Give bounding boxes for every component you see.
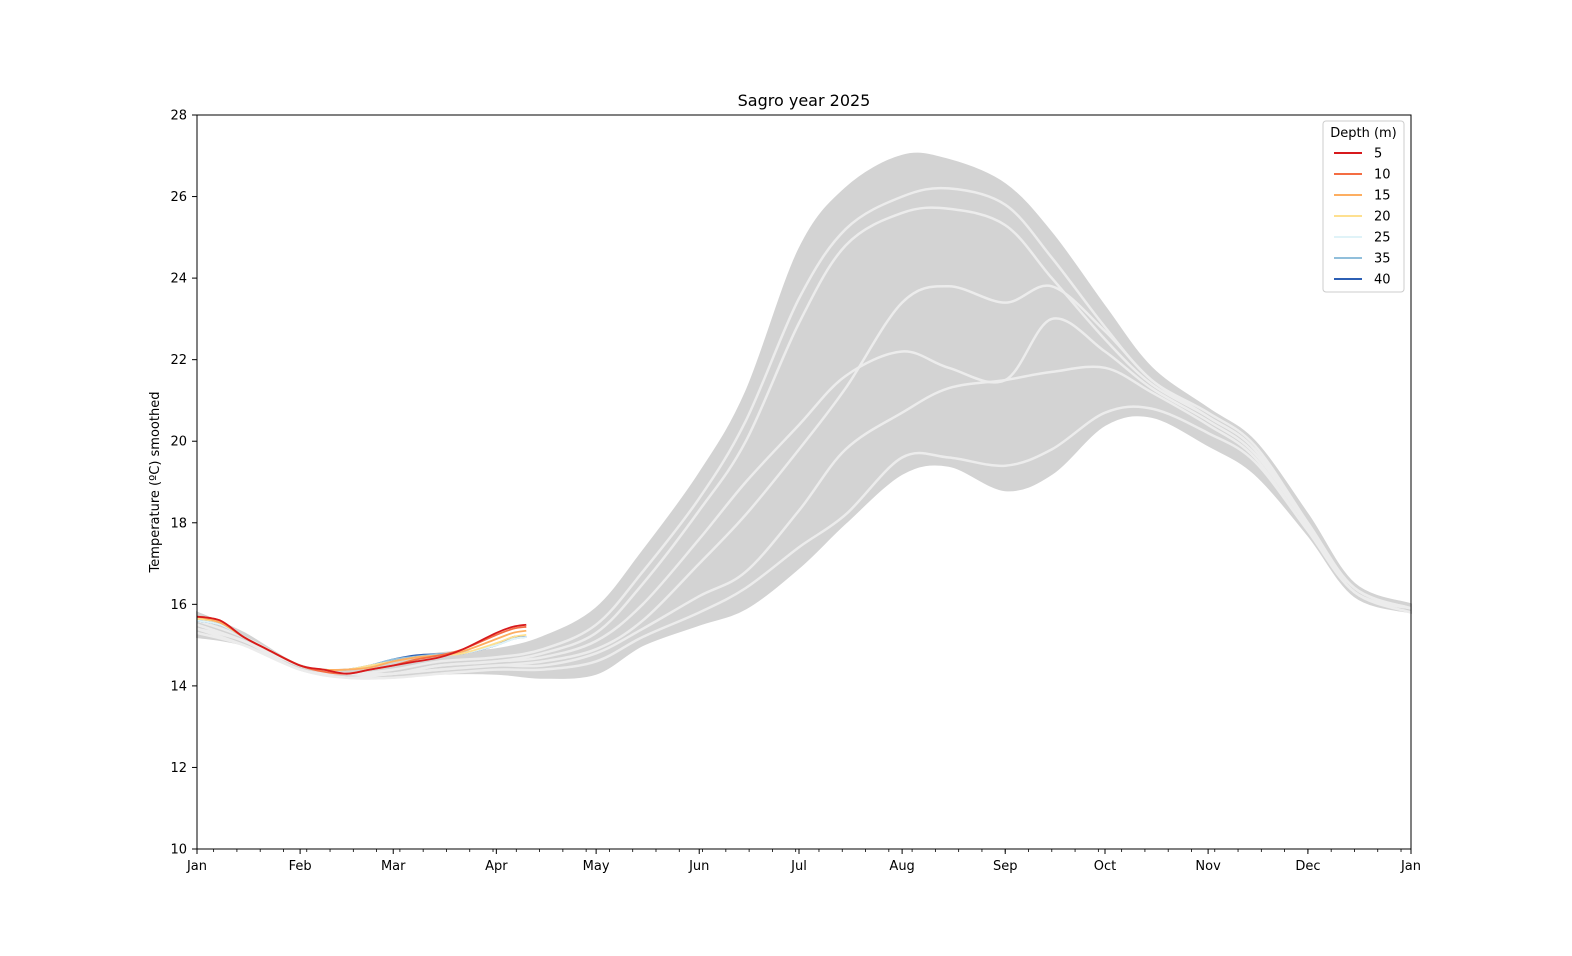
legend-title: Depth (m): [1330, 126, 1397, 141]
axes-frame: [196, 114, 1412, 850]
legend-label-depth-10: 10: [1374, 168, 1391, 183]
x-tick-label: Jan: [1400, 859, 1421, 874]
x-tick-label: Aug: [889, 859, 914, 874]
plot-area: [196, 152, 1412, 680]
x-tick-label: Oct: [1094, 859, 1116, 874]
y-tick-label: 28: [170, 109, 187, 124]
legend-label-depth-20: 20: [1374, 210, 1391, 225]
x-tick-label: Feb: [289, 859, 312, 874]
y-tick-label: 24: [170, 272, 187, 287]
x-tick-label: May: [583, 859, 610, 874]
y-tick-label: 10: [170, 843, 187, 858]
climatology-line-6: [196, 405, 1412, 680]
x-tick-label: Dec: [1295, 859, 1320, 874]
chart-title: Sagro year 2025: [738, 91, 871, 110]
x-tick-label: Jun: [688, 859, 709, 874]
x-tick-label: Jul: [790, 859, 807, 874]
legend-label-depth-15: 15: [1374, 189, 1391, 204]
y-axis-label: Temperature (ºC) smoothed: [148, 392, 163, 574]
legend-label-depth-40: 40: [1374, 273, 1391, 288]
y-tick-label: 20: [170, 435, 187, 450]
x-tick-label: Sep: [993, 859, 1018, 874]
y-tick-label: 26: [170, 190, 187, 205]
x-tick-label: Nov: [1195, 859, 1221, 874]
climatology-envelope: [196, 152, 1412, 680]
legend-label-depth-35: 35: [1374, 252, 1391, 267]
climatology-line-1: [196, 186, 1412, 676]
x-tick-label: Mar: [381, 859, 406, 874]
y-tick-label: 16: [170, 598, 187, 613]
x-tick-label: Apr: [485, 859, 508, 874]
y-tick-label: 18: [170, 516, 187, 531]
y-tick-label: 14: [170, 679, 187, 694]
legend-label-depth-25: 25: [1374, 231, 1391, 246]
y-tick-label: 12: [170, 761, 187, 776]
legend-box: [1322, 120, 1405, 293]
axes: 10 12 14 16 18 20 22 24 26 28 Jan Feb Mar Apr May Jun Ju…: [170, 109, 1421, 875]
legend: Depth (m) 5 10 15 20 25 35 40: [1322, 120, 1405, 293]
y-tick-label: 22: [170, 353, 187, 368]
x-tick-label: Jan: [186, 859, 207, 874]
legend-label-depth-5: 5: [1374, 147, 1382, 162]
climatology-line-5: [196, 365, 1412, 680]
series-line-depth-5: [196, 615, 527, 675]
